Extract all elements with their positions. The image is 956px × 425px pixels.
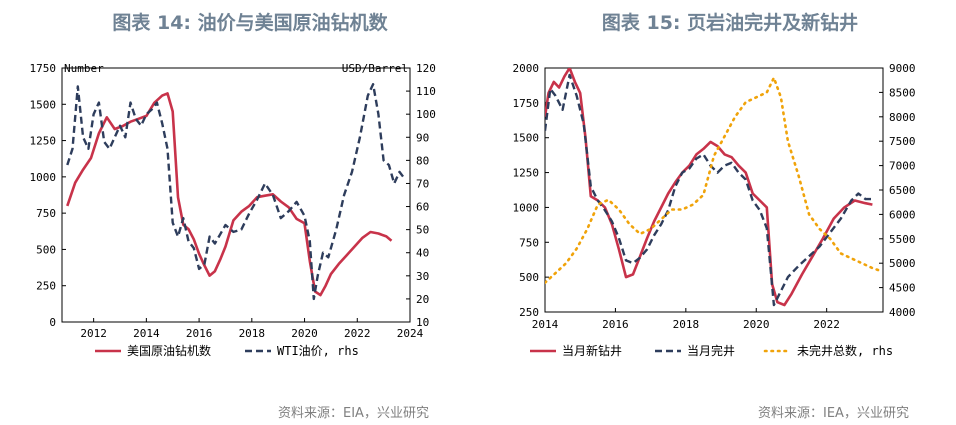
x-tick-label: 2020 (743, 318, 770, 331)
legend-label-3: 未完井总数, rhs (797, 343, 893, 358)
left-tick-label: 250 (519, 306, 539, 319)
right-tick-label: 6500 (889, 184, 916, 197)
right-tick-label: 8500 (889, 86, 916, 99)
right-tick-label: 30 (416, 270, 429, 283)
legend-label-1: 美国原油钻机数 (127, 343, 211, 358)
legend-label-1: 当月新钻井 (562, 343, 622, 358)
x-tick-label: 2018 (239, 327, 266, 340)
legend-label-2: 当月完井 (687, 343, 735, 358)
right-tick-label: 10 (416, 316, 429, 329)
left-tick-label: 1500 (513, 132, 540, 145)
left-tick-label: 1000 (30, 171, 57, 184)
right-tick-label: 50 (416, 224, 429, 237)
right-tick-label: 40 (416, 247, 429, 260)
right-tick-label: 4000 (889, 306, 916, 319)
left-tick-label: 0 (49, 316, 56, 329)
right-tick-label: 80 (416, 154, 429, 167)
series-line-2 (545, 73, 873, 307)
series-line-3 (545, 76, 881, 285)
plot-frame (61, 67, 411, 323)
right-tick-label: 60 (416, 201, 429, 214)
x-tick-label: 2016 (186, 327, 213, 340)
plot-frame (544, 67, 884, 313)
x-tick-label: 2014 (532, 318, 559, 331)
right-tick-label: 6000 (889, 208, 916, 221)
x-tick-label: 2018 (673, 318, 700, 331)
right-tick-label: 110 (416, 85, 436, 98)
series-line-1 (66, 92, 393, 297)
x-tick-label: 2016 (602, 318, 629, 331)
chart-source-right: 资料来源：IEA，兴业研究 (758, 406, 909, 421)
chart-title-right: 图表 15: 页岩油完井及新钻井 (601, 12, 859, 34)
legend-label-2: WTI油价, rhs (277, 344, 359, 358)
left-tick-label: 1750 (513, 97, 540, 110)
left-tick-label: 1000 (513, 201, 540, 214)
left-tick-label: 250 (36, 280, 56, 293)
x-tick-label: 2022 (344, 327, 371, 340)
right-tick-label: 7000 (889, 160, 916, 173)
chart-1: 0 250 500 750 1000 1250 1500 1750 10 20 30 40 50 60 70… (30, 62, 436, 358)
right-tick-label: 70 (416, 177, 429, 190)
left-tick-label: 500 (36, 243, 56, 256)
right-tick-label: 20 (416, 293, 429, 306)
x-tick-label: 2020 (291, 327, 318, 340)
chart-title-left: 图表 14: 油价与美国原油钻机数 (112, 12, 388, 34)
right-tick-label: 9000 (889, 62, 916, 75)
series-line-1 (545, 68, 873, 307)
right-tick-label: 120 (416, 62, 436, 75)
left-tick-label: 1250 (513, 167, 540, 180)
left-tick-label: 750 (519, 236, 539, 249)
right-axis-unit: USD/Barrel (342, 62, 408, 75)
left-tick-label: 1500 (30, 98, 57, 111)
x-tick-label: 2012 (80, 327, 107, 340)
left-tick-label: 1750 (30, 62, 57, 75)
x-tick-label: 2014 (133, 327, 160, 340)
chart-source-left: 资料来源：EIA，兴业研究 (278, 406, 429, 421)
left-tick-label: 1250 (30, 135, 57, 148)
right-tick-label: 5000 (889, 257, 916, 270)
right-tick-label: 90 (416, 131, 429, 144)
series-line-2 (66, 82, 406, 301)
left-tick-label: 750 (36, 207, 56, 220)
left-tick-label: 2000 (513, 62, 540, 75)
left-tick-label: 500 (519, 271, 539, 284)
right-tick-label: 5500 (889, 233, 916, 246)
right-tick-label: 7500 (889, 135, 916, 148)
left-axis-unit: Number (64, 62, 104, 75)
right-tick-label: 100 (416, 108, 436, 121)
chart-2: 250 500 750 1000 1250 1500 1750 2000 4000 4500 500… (513, 62, 916, 358)
x-tick-label: 2024 (397, 327, 424, 340)
right-tick-label: 8000 (889, 111, 916, 124)
x-tick-label: 2022 (813, 318, 840, 331)
right-tick-label: 4500 (889, 282, 916, 295)
